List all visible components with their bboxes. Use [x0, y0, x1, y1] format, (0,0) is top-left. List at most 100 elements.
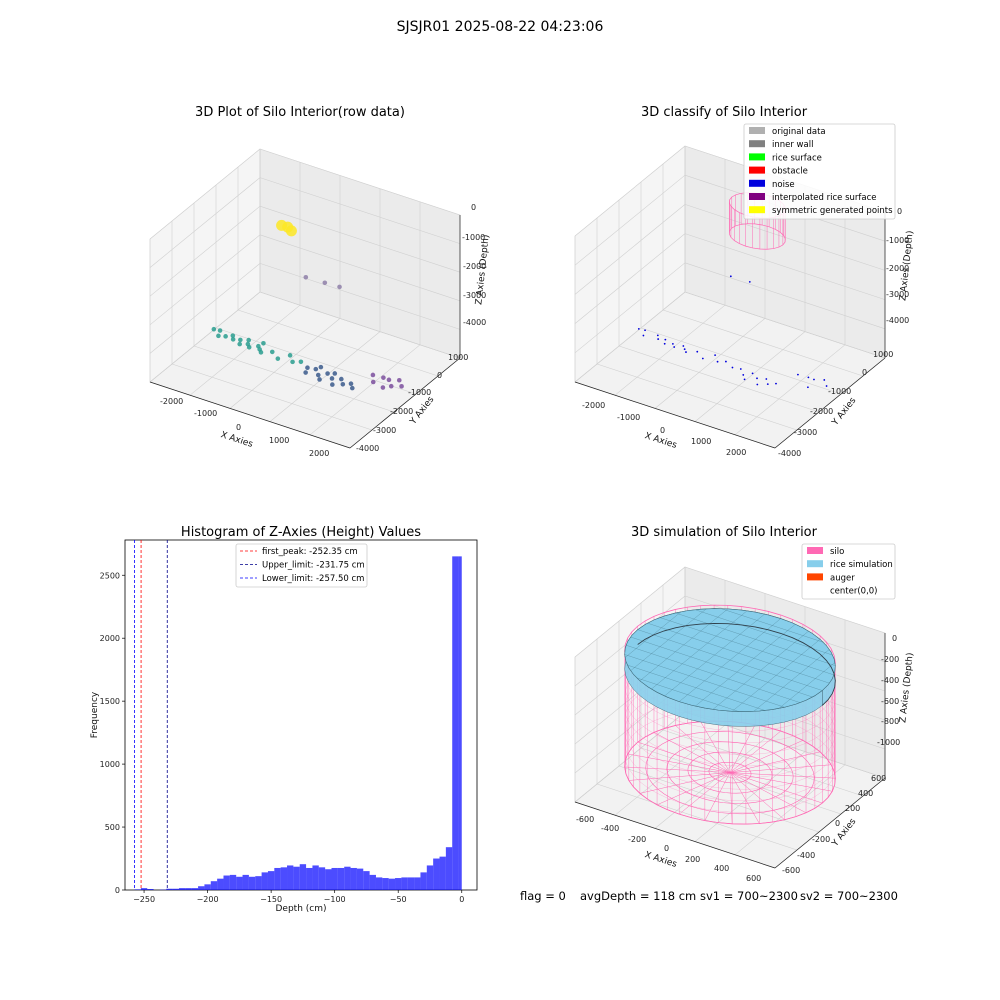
silo-floor-spoke	[729, 772, 823, 804]
legend-label: Lower_limit: -257.50 cm	[262, 574, 364, 584]
raw-3d-ytick: -4000	[356, 444, 379, 453]
y-axis-line	[774, 777, 886, 869]
legend-label: obstacle	[772, 167, 808, 177]
raw-data-point	[329, 376, 335, 381]
raw-data-point	[246, 337, 251, 343]
legend-swatch	[749, 140, 765, 148]
silo-floor-spoke	[729, 772, 833, 792]
legend-label: original data	[772, 127, 826, 137]
silo-floor-spoke	[679, 772, 731, 815]
noise-point	[671, 342, 674, 345]
histogram-bar	[426, 865, 434, 890]
histogram-bar	[433, 858, 440, 890]
histogram-bar	[223, 875, 230, 890]
raw-data-point	[303, 274, 309, 280]
histogram-bar	[439, 856, 446, 890]
histogram-vlines	[134, 540, 168, 890]
raw-data-point	[322, 280, 328, 286]
raw-data-point	[339, 376, 344, 382]
rice-mesh-line	[694, 609, 833, 656]
legend-swatch	[807, 560, 823, 568]
histogram-bar	[147, 888, 154, 890]
histogram-bar	[388, 878, 396, 890]
noise-point	[637, 327, 640, 330]
silo-floor-spoke	[727, 721, 731, 773]
silo-floor-spoke	[729, 740, 804, 773]
raw-3d-yticks: 1000 0 -1000 -2000 -3000 -4000	[356, 353, 468, 453]
noise-point	[756, 383, 759, 386]
status-footer: flag = 0 avgDepth = 118 cm sv1 = 700~230…	[520, 889, 898, 903]
noise-point	[742, 374, 745, 376]
noise-point	[685, 351, 687, 353]
silo-floor-spoke	[637, 741, 731, 773]
y-tick-label: 1000	[100, 760, 120, 769]
simulation-3d-xtick: -200	[628, 835, 646, 844]
histogram-bar	[267, 871, 275, 890]
raw-3d-points	[211, 219, 404, 391]
silo-floor-spoke	[624, 766, 731, 773]
simulation-3d-ytick: 0	[835, 819, 840, 828]
classify-3d-xtick: -1000	[617, 413, 640, 422]
x-tick-label: −50	[390, 895, 407, 904]
y-tick-label: 0	[115, 886, 120, 895]
panel-simulation-3d-title: 3D simulation of Silo Interior	[631, 525, 818, 540]
silo-wall-ring	[624, 686, 836, 790]
panel-raw-3d-title: 3D Plot of Silo Interior(row data)	[195, 105, 405, 120]
histogram-bar	[363, 871, 370, 890]
y-tick-label: 2500	[100, 571, 120, 580]
histogram-ylabel: Frequency	[90, 691, 100, 738]
rice-mesh-line	[695, 624, 796, 707]
simulation-3d-ytick: 400	[858, 789, 873, 798]
y-tick-label: 2000	[100, 634, 120, 643]
gridline	[734, 764, 846, 856]
noise-point	[701, 357, 704, 360]
raw-3d-ytick: -3000	[373, 426, 396, 435]
histogram-bar	[274, 867, 281, 890]
raw-3d-ytick: 0	[437, 371, 442, 380]
legend-label: interpolated rice surface	[772, 193, 877, 203]
gridline	[309, 344, 421, 436]
silo-floor-spoke	[653, 732, 731, 773]
gridline	[269, 331, 381, 422]
gridline	[574, 566, 686, 658]
gridline	[596, 783, 798, 851]
simulation-3d-ztick: -200	[881, 655, 899, 664]
noise-point	[731, 366, 734, 369]
gridline	[259, 263, 461, 330]
raw-3d-xticks: -2000 -1000 0 1000 2000	[160, 397, 329, 458]
classify-3d-points	[637, 275, 828, 389]
histogram-bar	[445, 847, 453, 890]
histogram-bar	[287, 865, 294, 890]
silo-floor-spoke	[627, 753, 731, 773]
noise-point	[682, 345, 685, 347]
x-tick-label: −100	[324, 895, 346, 904]
noise-point	[664, 338, 667, 341]
classify-3d-legend: original data inner wall rice surface obsta…	[743, 123, 896, 220]
gridline	[574, 233, 686, 324]
silo-bottom-ring	[624, 720, 836, 825]
raw-data-point	[287, 353, 293, 358]
simulation-3d-xtick: 600	[746, 874, 761, 883]
raw-data-point	[340, 381, 346, 387]
silo-floor-spoke	[729, 751, 821, 773]
legend-swatch	[749, 127, 765, 134]
raw-data-point	[305, 365, 310, 371]
gridline	[684, 566, 886, 634]
histogram-bar	[229, 874, 237, 890]
legend-label: inner wall	[772, 140, 813, 150]
raw-data-point	[381, 375, 386, 380]
raw-3d-ztick: 0	[471, 203, 476, 212]
simulation-3d-ztick: -800	[881, 717, 899, 726]
noise-point	[751, 372, 754, 375]
simulation-3d-ytick: -400	[797, 851, 815, 860]
raw-3d-ztick: -1000	[462, 233, 485, 242]
simulation-3d-rice	[624, 608, 836, 727]
raw-3d-box	[149, 148, 461, 449]
gridline	[662, 309, 864, 377]
gridline	[614, 724, 726, 816]
gridline	[574, 204, 686, 295]
simulation-3d-legend: silo rice simulation auger center(0,0)	[801, 543, 896, 600]
gridline	[189, 304, 301, 396]
gridline	[259, 234, 461, 302]
rice-mesh-line	[712, 630, 809, 710]
